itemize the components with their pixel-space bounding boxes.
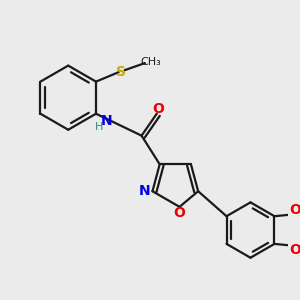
Text: O: O [289,243,300,257]
Text: S: S [116,64,126,79]
Text: CH₃: CH₃ [141,57,161,67]
Text: O: O [289,203,300,217]
Text: O: O [152,102,164,116]
Text: H: H [95,122,104,132]
Text: N: N [139,184,151,198]
Text: N: N [101,114,113,128]
Text: O: O [174,206,185,220]
